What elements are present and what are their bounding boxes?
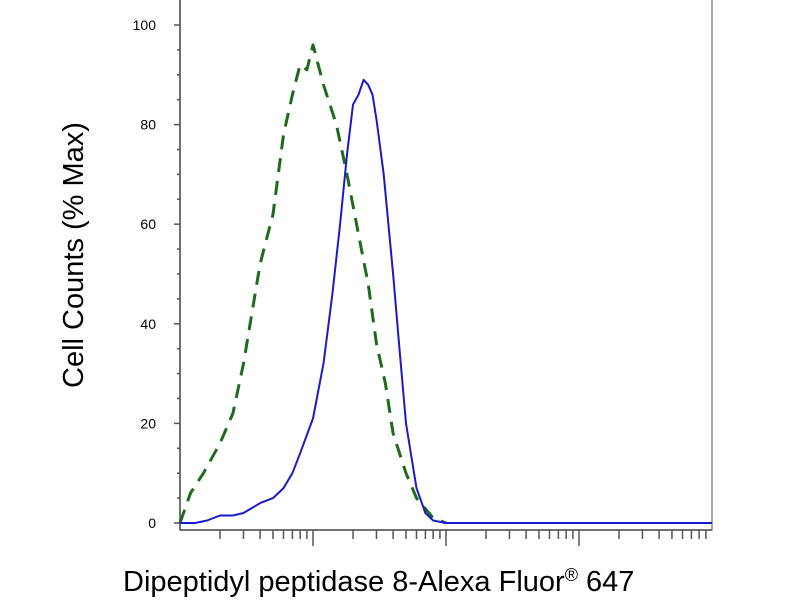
- x-axis: [180, 529, 712, 546]
- series-line-solid-blue: [180, 78, 712, 524]
- y-axis: 0 20 40 60 80 100: [133, 0, 181, 531]
- x-axis-title-main: Dipeptidyl peptidase 8-Alexa Fluor: [123, 566, 565, 598]
- x-axis-title-superscript: ®: [565, 565, 578, 585]
- y-tick-label: 0: [148, 515, 156, 531]
- y-tick-label: 100: [133, 17, 157, 33]
- x-axis-title-suffix: 647: [578, 566, 634, 598]
- plot-frame-group: [179, 0, 713, 531]
- y-axis-title: Cell Counts (% Max): [58, 122, 90, 388]
- y-tick-label: 40: [140, 316, 156, 332]
- x-axis-title: Dipeptidyl peptidase 8-Alexa Fluor® 647: [123, 565, 634, 598]
- series-line-dashed-green: [178, 43, 447, 525]
- y-tick-label: 20: [140, 415, 156, 431]
- y-tick-label: 60: [140, 216, 156, 232]
- y-tick-label: 80: [140, 117, 156, 133]
- series-layer: [178, 43, 712, 525]
- plot-frame: [179, 0, 713, 531]
